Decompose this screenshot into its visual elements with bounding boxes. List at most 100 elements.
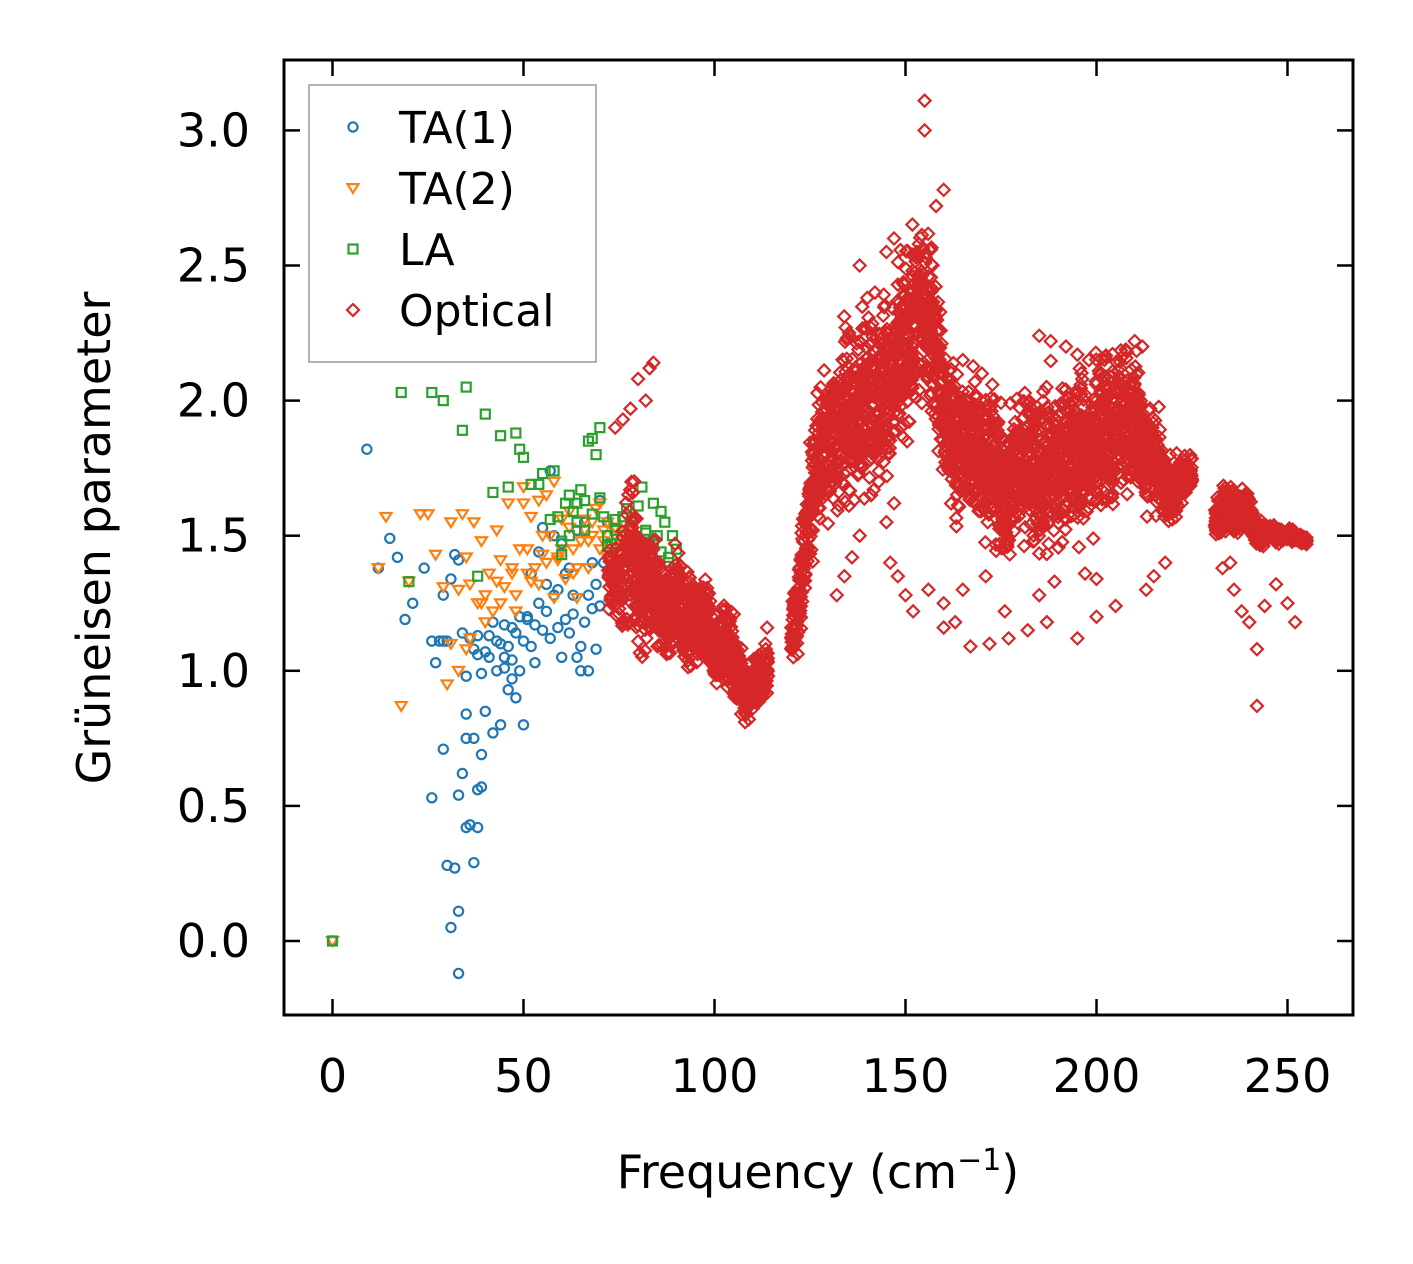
point-optical [955, 582, 971, 598]
point-optical [1077, 387, 1094, 403]
point-optical [783, 620, 799, 636]
point-optical [625, 485, 641, 501]
point-ta-1- [452, 967, 465, 980]
point-la [502, 481, 514, 493]
point-optical [1131, 387, 1147, 403]
point-ta-1- [483, 629, 495, 642]
series-ta-2- [325, 476, 638, 949]
point-optical [1183, 459, 1200, 476]
point-optical [1054, 380, 1070, 397]
point-optical [852, 528, 868, 544]
point-ta-1- [452, 905, 465, 917]
point-optical [1006, 523, 1022, 539]
point-ta-2- [473, 598, 489, 611]
point-ta-1- [536, 624, 549, 636]
point-ta-2- [504, 563, 520, 576]
point-ta-2- [462, 633, 478, 646]
point-ta-2- [451, 584, 467, 597]
point-optical [1073, 386, 1089, 402]
point-optical [929, 312, 945, 328]
point-la [472, 570, 484, 582]
point-la [609, 513, 621, 526]
point-optical [952, 389, 968, 405]
point-optical [1088, 571, 1105, 587]
point-la [575, 484, 587, 496]
point-optical [943, 463, 959, 480]
point-optical [660, 645, 676, 662]
plot-frame [282, 58, 1355, 1017]
point-optical [928, 308, 944, 324]
point-optical [654, 636, 670, 652]
point-optical [904, 217, 920, 233]
point-optical [839, 463, 855, 480]
point-optical [831, 497, 847, 513]
point-optical [1021, 394, 1037, 411]
point-la [517, 451, 530, 463]
point-optical [733, 706, 749, 722]
point-optical [879, 468, 895, 484]
point-optical [1113, 475, 1129, 491]
point-optical [622, 401, 639, 417]
point-la [403, 576, 415, 588]
point-optical [933, 322, 949, 339]
point-optical [647, 532, 663, 548]
point-optical [971, 503, 987, 519]
point-optical [1249, 641, 1265, 657]
point-optical [793, 565, 809, 581]
point-optical [1035, 514, 1051, 530]
point-ta-1- [441, 859, 453, 872]
point-la [556, 535, 568, 547]
point-optical [875, 308, 891, 324]
point-optical [1241, 614, 1257, 630]
point-optical [805, 553, 821, 570]
point-ta-2- [489, 525, 505, 538]
point-ta-1- [468, 732, 480, 745]
point-optical [928, 279, 944, 295]
point-optical [613, 583, 629, 599]
point-la [598, 511, 610, 523]
point-ta-1- [582, 665, 595, 677]
point-ta-1- [456, 627, 469, 639]
point-optical [638, 630, 654, 646]
point-optical [615, 411, 631, 428]
point-la [636, 481, 648, 493]
point-optical [716, 598, 732, 614]
point-optical [864, 316, 880, 332]
point-optical [955, 352, 971, 368]
point-optical [909, 244, 925, 260]
point-ta-1- [471, 821, 484, 834]
point-ta-1- [502, 640, 514, 653]
point-optical [863, 487, 879, 503]
point-optical [1245, 509, 1261, 525]
point-optical [929, 323, 945, 339]
point-optical [917, 93, 933, 109]
point-optical [929, 337, 945, 353]
point-optical [905, 603, 921, 619]
point-ta-2- [531, 579, 547, 592]
point-ta-2- [535, 530, 551, 543]
point-la [586, 432, 598, 445]
point-optical [1035, 384, 1051, 400]
point-optical [1112, 360, 1128, 376]
point-optical [1073, 407, 1089, 423]
point-optical [723, 619, 739, 635]
point-optical [755, 685, 771, 701]
point-optical [1038, 379, 1055, 395]
point-optical [1001, 532, 1017, 548]
point-optical [689, 654, 705, 670]
point-optical [1119, 486, 1135, 502]
point-optical [745, 701, 761, 717]
point-optical [1128, 366, 1144, 382]
point-ta-1- [502, 684, 514, 696]
point-optical [901, 414, 917, 430]
point-optical [944, 380, 960, 396]
point-optical [1051, 480, 1067, 496]
point-optical [1268, 576, 1284, 592]
point-ta-1- [552, 621, 564, 634]
point-optical [899, 433, 915, 449]
point-optical [613, 574, 630, 590]
point-ta-2- [481, 568, 497, 581]
point-optical [691, 593, 708, 609]
point-la [571, 497, 583, 509]
point-optical [920, 269, 936, 285]
